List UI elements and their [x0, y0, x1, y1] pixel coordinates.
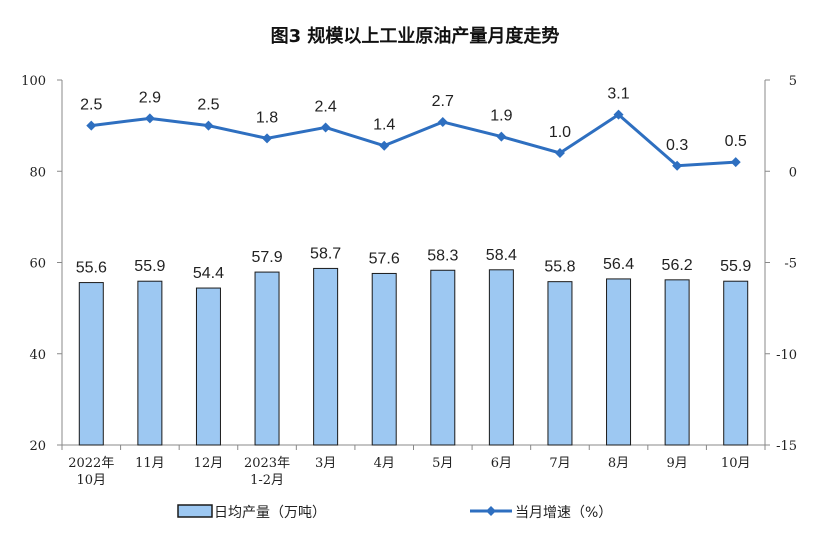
left-tick-label: 20 — [29, 439, 46, 454]
bar — [488, 269, 514, 446]
x-tick-label: 6月 — [491, 456, 512, 471]
bar — [254, 271, 280, 446]
line-data-label: 2.9 — [139, 89, 161, 106]
bar-data-label: 55.9 — [720, 258, 751, 275]
x-tick-label: 8月 — [608, 456, 629, 471]
left-tick-label: 60 — [29, 257, 46, 272]
left-tick-label: 40 — [29, 348, 46, 363]
line-data-label: 2.7 — [432, 93, 454, 110]
line-point — [144, 113, 155, 124]
line-data-label: 2.5 — [197, 97, 219, 114]
x-tick-label: 12月 — [194, 456, 224, 471]
bar — [195, 287, 221, 446]
line-point — [379, 140, 390, 151]
axes: 20 40 60 80 100 -15 -10 -5 0 5 2022年 10月 11月 12月 2023年… — [21, 74, 797, 488]
bar-data-label: 56.4 — [603, 256, 634, 273]
x-tick-label: 7月 — [549, 456, 570, 471]
line-data-label: 0.5 — [725, 133, 747, 150]
x-tick-label: 9月 — [666, 456, 687, 471]
line-series: 2.5 2.9 2.5 1.8 2.4 1.4 2.7 1.9 1.0 3.1 0.3 0.5 — [80, 86, 747, 171]
x-tick-label: 2022年 — [68, 456, 114, 471]
legend-line-marker — [486, 506, 496, 516]
bar-data-label: 55.6 — [76, 260, 107, 277]
x-tick-label: 4月 — [374, 456, 395, 471]
bar-data-label: 58.7 — [310, 245, 341, 262]
x-tick-label: 2023年 — [244, 456, 290, 471]
left-tick-label: 80 — [29, 165, 46, 180]
bar-series: 55.6 55.9 54.4 57.9 58.7 57.6 58.3 58.4 55.8 56.4… — [76, 245, 751, 446]
line-point — [86, 120, 97, 131]
line-path — [91, 112, 736, 168]
line-point — [730, 157, 741, 168]
line-point — [320, 122, 331, 133]
x-tick-label: 1-2月 — [250, 473, 284, 488]
bar-data-label: 57.9 — [251, 249, 282, 266]
right-tick-label: 5 — [789, 74, 797, 89]
bar-data-label: 56.2 — [662, 257, 693, 274]
bar-data-label: 55.9 — [134, 258, 165, 275]
right-tick-label: -15 — [776, 439, 797, 454]
bar — [430, 269, 456, 446]
right-tick-label: 0 — [789, 165, 797, 180]
bar — [606, 278, 632, 446]
x-tick-label: 11月 — [135, 456, 165, 471]
line-data-label: 2.4 — [315, 98, 337, 115]
x-tick-label: 10月 — [77, 473, 107, 488]
line-data-label: 1.9 — [490, 108, 512, 125]
legend-line-label: 当月增速（%） — [515, 505, 612, 521]
line-data-label: 1.8 — [256, 109, 278, 126]
bar-data-label: 55.8 — [544, 259, 575, 276]
legend: 日均产量（万吨） 当月增速（%） — [177, 504, 612, 521]
bar — [664, 279, 690, 446]
x-tick-label: 5月 — [432, 456, 453, 471]
bar — [137, 280, 163, 446]
line-point — [554, 148, 565, 158]
line-point — [496, 131, 507, 142]
line-data-label: 1.4 — [373, 117, 395, 134]
right-tick-label: -5 — [784, 257, 797, 272]
x-tick-label: 3月 — [315, 456, 336, 471]
bar-data-label: 58.4 — [486, 247, 517, 264]
line-data-label: 0.3 — [666, 137, 688, 154]
bar — [78, 282, 104, 446]
bar — [547, 281, 573, 446]
line-data-label: 1.0 — [549, 124, 571, 141]
x-tick-label: 10月 — [721, 456, 751, 471]
bar — [723, 280, 749, 446]
line-point — [437, 116, 448, 127]
right-tick-label: -10 — [776, 348, 797, 363]
legend-bar-swatch — [177, 504, 213, 518]
line-point — [672, 160, 683, 171]
bar — [313, 267, 339, 446]
line-data-label: 3.1 — [607, 86, 629, 103]
bar — [371, 272, 397, 446]
line-point — [262, 133, 273, 144]
legend-bar-label: 日均产量（万吨） — [214, 505, 326, 521]
line-point — [203, 120, 214, 131]
bar-data-label: 58.3 — [427, 247, 458, 264]
bar-data-label: 57.6 — [369, 250, 400, 267]
left-tick-label: 100 — [21, 74, 46, 89]
chart-title: 图3 规模以上工业原油产量月度走势 — [271, 25, 560, 47]
bar-data-label: 54.4 — [193, 265, 224, 282]
line-point — [613, 109, 624, 120]
line-data-label: 2.5 — [80, 97, 102, 114]
